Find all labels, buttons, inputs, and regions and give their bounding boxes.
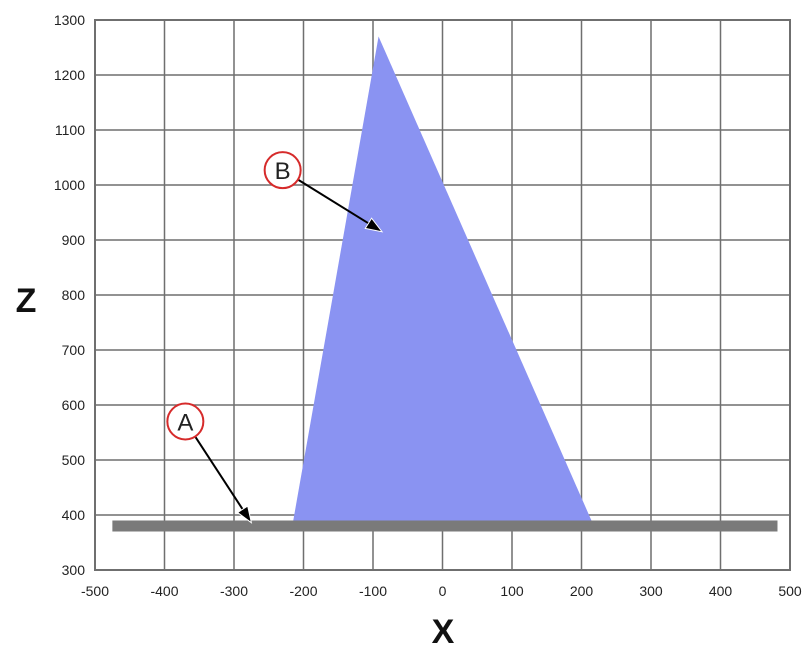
x-tick-label: -500 — [81, 583, 109, 599]
y-tick-label: 500 — [62, 452, 86, 468]
x-tick-label: -400 — [150, 583, 178, 599]
y-tick-label: 600 — [62, 397, 86, 413]
x-axis-label: X — [432, 613, 455, 648]
region-polygon — [293, 36, 592, 522]
callout-circle — [263, 151, 302, 190]
y-tick-label: 1000 — [54, 177, 85, 193]
x-tick-label: -100 — [359, 583, 387, 599]
y-tick-label: 800 — [62, 287, 86, 303]
callouts: AB — [166, 151, 384, 524]
y-axis-label: Z — [16, 282, 37, 320]
callout-arrowhead — [364, 217, 384, 233]
callout-arrow-line — [194, 436, 244, 510]
x-tick-label: -300 — [220, 583, 248, 599]
y-tick-label: 1100 — [55, 122, 85, 138]
x-tick-label: 0 — [439, 583, 447, 599]
x-tick-label: -200 — [289, 583, 317, 599]
callout-label: A — [177, 410, 193, 437]
callout-circle — [166, 402, 205, 441]
chart-marks — [112, 36, 778, 532]
y-tick-label: 1200 — [54, 67, 85, 83]
callout-arrowhead — [236, 505, 253, 524]
callout-label: B — [275, 158, 291, 185]
tick-labels: -500 -400 -300 -200 -100 0 100 200 300 400 500 300 4… — [54, 12, 802, 599]
y-tick-label: 700 — [62, 342, 86, 358]
x-tick-label: 400 — [709, 583, 733, 599]
x-tick-label: 200 — [570, 583, 594, 599]
y-tick-label: 300 — [62, 562, 86, 578]
y-tick-label: 1300 — [54, 12, 85, 28]
y-tick-label: 400 — [62, 507, 86, 523]
x-tick-label: 300 — [639, 583, 663, 599]
x-tick-label: 100 — [500, 583, 524, 599]
callout-arrow-line — [297, 178, 369, 225]
y-tick-label: 900 — [62, 232, 86, 248]
x-tick-label: 500 — [778, 583, 802, 599]
